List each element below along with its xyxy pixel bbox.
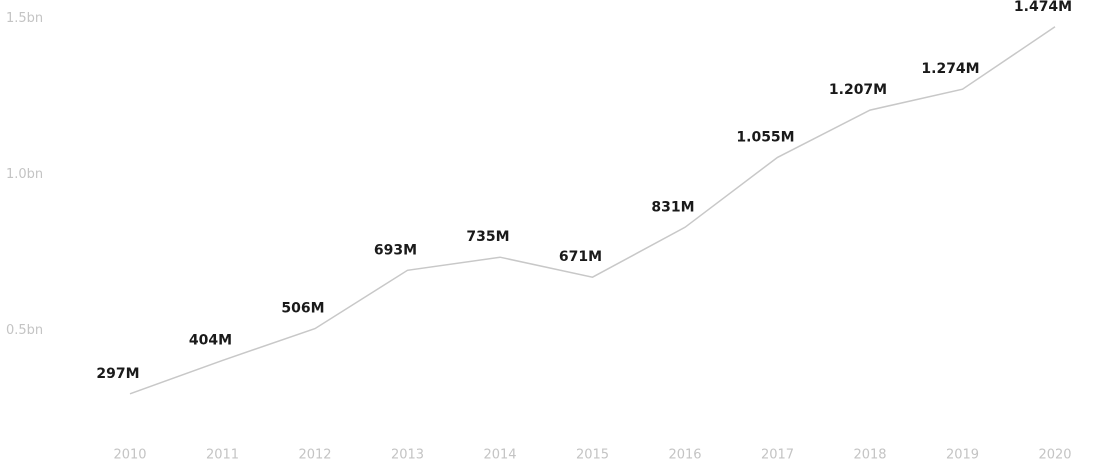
x-tick-label: 2018 — [853, 448, 886, 463]
y-tick-label: 1.0bn — [6, 167, 43, 182]
x-tick-label: 2019 — [946, 448, 979, 463]
data-label: 831M — [651, 199, 694, 215]
y-tick-label: 0.5bn — [6, 323, 43, 338]
data-label: 404M — [189, 332, 232, 348]
x-tick-label: 2014 — [483, 448, 516, 463]
line — [129, 26, 1056, 395]
data-label: 1.207M — [829, 82, 887, 98]
x-tick-label: 2012 — [298, 448, 331, 463]
data-label: 506M — [281, 301, 324, 317]
x-tick-label: 2013 — [391, 448, 424, 463]
x-tick-label: 2016 — [668, 448, 701, 463]
data-label: 297M — [96, 366, 139, 382]
data-label: 1.274M — [921, 61, 979, 77]
x-tick-label: 2017 — [761, 448, 794, 463]
data-label: 693M — [374, 242, 417, 258]
x-tick-label: 2015 — [576, 448, 609, 463]
x-tick-label: 2020 — [1038, 448, 1071, 463]
data-label: 1.474M — [1014, 0, 1072, 15]
x-tick-label: 2011 — [206, 448, 239, 463]
data-label: 1.055M — [736, 129, 794, 145]
data-label: 735M — [466, 229, 509, 245]
data-label: 671M — [559, 249, 602, 265]
x-tick-label: 2010 — [113, 448, 146, 463]
y-tick-label: 1.5bn — [6, 11, 43, 26]
